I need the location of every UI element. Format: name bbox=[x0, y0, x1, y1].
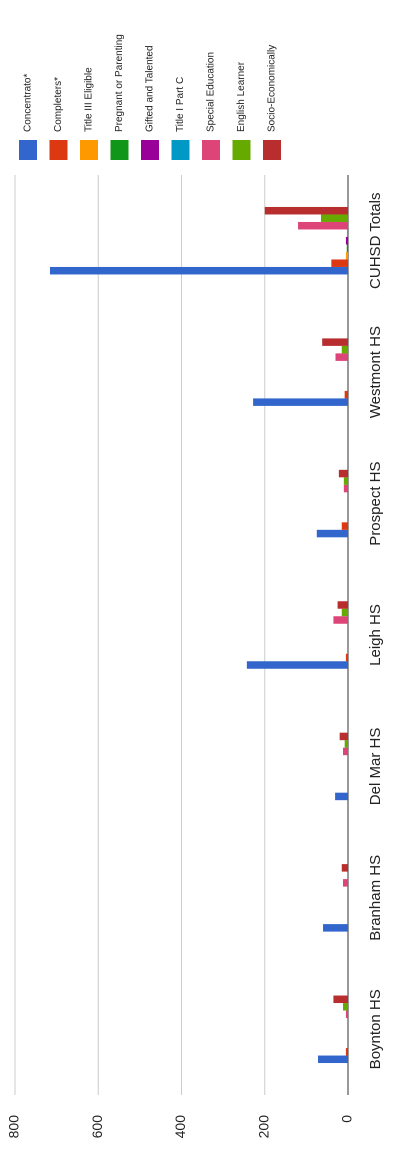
bar bbox=[343, 879, 349, 887]
bar bbox=[347, 229, 349, 237]
bar bbox=[341, 522, 349, 530]
bar bbox=[323, 924, 348, 932]
y-tick-label: 800 bbox=[6, 1115, 22, 1139]
legend-swatch bbox=[171, 140, 190, 160]
legend-swatch bbox=[49, 140, 68, 160]
bar bbox=[338, 469, 348, 478]
bar bbox=[264, 206, 348, 215]
y-tick-label: 400 bbox=[172, 1115, 188, 1139]
x-tick-label: Westmont HS bbox=[367, 326, 384, 418]
bar bbox=[345, 1048, 349, 1056]
bar bbox=[333, 995, 348, 1004]
bar bbox=[345, 1010, 349, 1019]
bar bbox=[337, 601, 348, 609]
legend-label: English Learner bbox=[236, 61, 247, 132]
legend-label: Pregnant or Parenting bbox=[114, 34, 125, 132]
legend-swatch bbox=[263, 140, 281, 160]
legend-label: Concentrato* bbox=[23, 74, 34, 132]
y-tick-label: 600 bbox=[89, 1115, 105, 1139]
bar bbox=[335, 792, 349, 801]
bar bbox=[335, 353, 349, 361]
bar bbox=[346, 244, 349, 252]
bar bbox=[318, 1055, 348, 1064]
legend-swatch bbox=[141, 140, 159, 160]
legend-label: Title I Part C bbox=[175, 77, 186, 132]
bar bbox=[345, 251, 349, 260]
bar bbox=[333, 616, 348, 624]
bar bbox=[341, 345, 349, 354]
legend-label: Gifted and Talented bbox=[145, 45, 156, 132]
legend-swatch bbox=[80, 140, 98, 160]
x-tick-label: Leigh HS bbox=[367, 604, 384, 666]
bar bbox=[246, 661, 349, 669]
bar bbox=[331, 259, 349, 267]
legend-label: Completers* bbox=[53, 77, 64, 132]
x-tick-label: Del Mar HS bbox=[367, 728, 384, 806]
bar bbox=[343, 747, 349, 756]
bar bbox=[345, 653, 349, 662]
y-tick-label: 0 bbox=[339, 1115, 355, 1123]
legend-label: Title III Eligible bbox=[84, 67, 95, 132]
bar bbox=[343, 477, 348, 485]
bar bbox=[298, 221, 348, 230]
bar bbox=[341, 864, 349, 872]
legend-swatch bbox=[110, 140, 129, 160]
legend-swatch bbox=[202, 140, 220, 160]
legend-label: Special Education bbox=[206, 52, 217, 132]
y-tick-label: 200 bbox=[255, 1115, 271, 1139]
bar bbox=[253, 398, 348, 406]
legend-swatch bbox=[232, 140, 251, 160]
bar bbox=[322, 338, 349, 346]
legend-label: Socio-Economically bbox=[267, 45, 278, 132]
bar bbox=[316, 529, 348, 538]
rotated-chart: 0 200 400 600 800 Boynton HS Branham HS Del Mar… bbox=[6, 34, 384, 1138]
bar bbox=[339, 732, 348, 741]
x-tick-label: Boynton HS bbox=[367, 989, 384, 1069]
bar bbox=[341, 608, 349, 617]
x-tick-label: Branham HS bbox=[367, 855, 384, 941]
bar bbox=[344, 390, 349, 399]
bar bbox=[343, 484, 348, 493]
x-tick-label: Prospect HS bbox=[367, 461, 384, 545]
bar bbox=[345, 236, 349, 245]
legend-swatch bbox=[19, 140, 37, 160]
bar bbox=[320, 214, 349, 222]
bar bbox=[343, 1003, 349, 1011]
bar bbox=[344, 740, 349, 748]
bar bbox=[49, 266, 349, 275]
x-tick-label: CUHSD Totals bbox=[367, 193, 384, 289]
